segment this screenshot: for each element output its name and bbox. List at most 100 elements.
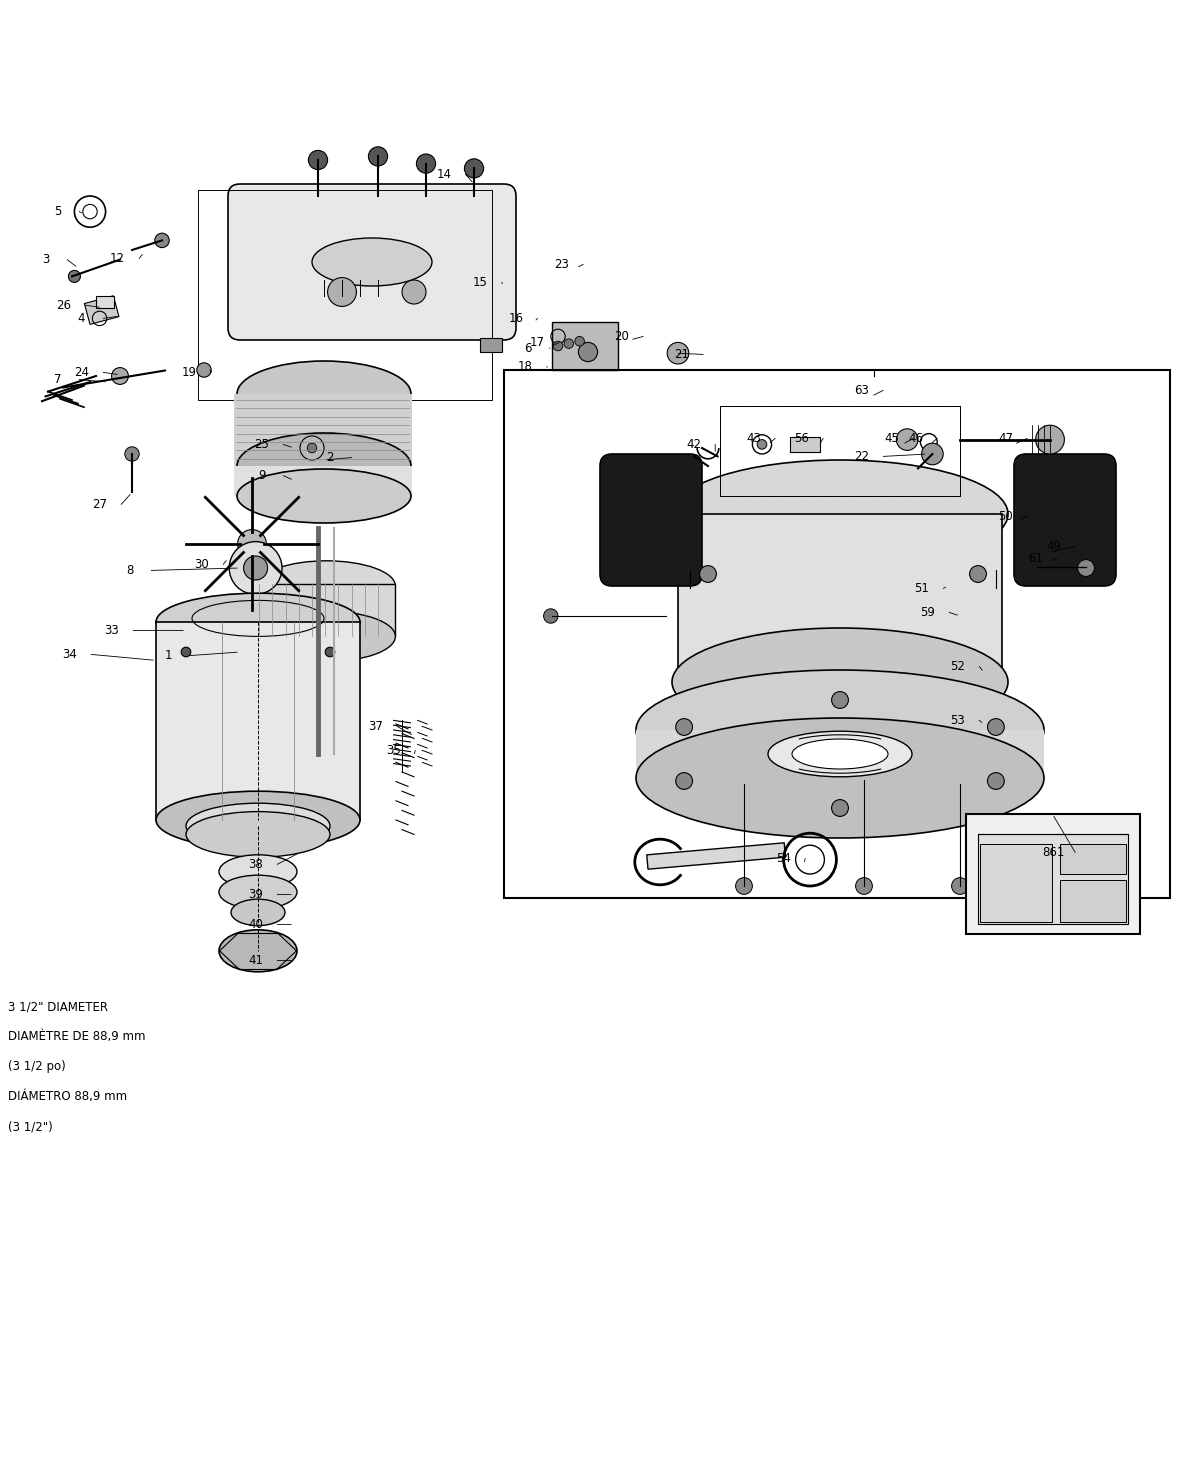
Circle shape [328, 277, 356, 307]
Text: 41: 41 [248, 953, 263, 967]
Circle shape [832, 800, 848, 816]
Circle shape [229, 542, 282, 594]
Text: 42: 42 [686, 438, 701, 451]
Circle shape [578, 343, 598, 362]
Text: 39: 39 [248, 888, 263, 901]
Circle shape [181, 647, 191, 657]
Ellipse shape [186, 812, 330, 857]
Circle shape [125, 447, 139, 461]
Bar [234, 466, 412, 496]
Bar [96, 295, 114, 308]
Text: 34: 34 [62, 648, 77, 661]
Bar [234, 394, 412, 466]
Bar [1060, 880, 1126, 923]
Text: 47: 47 [998, 432, 1013, 445]
Ellipse shape [238, 361, 410, 426]
Circle shape [896, 429, 918, 450]
Text: 33: 33 [104, 623, 119, 637]
Ellipse shape [238, 469, 410, 523]
Circle shape [307, 444, 317, 453]
Text: 56: 56 [794, 432, 809, 445]
Text: 54: 54 [776, 851, 791, 864]
Circle shape [676, 718, 692, 736]
Circle shape [736, 877, 752, 895]
Circle shape [1036, 425, 1064, 454]
Circle shape [300, 437, 324, 460]
Text: 61: 61 [1028, 552, 1043, 565]
Circle shape [757, 439, 767, 450]
Bar [1060, 844, 1126, 875]
Text: 3 1/2" DIAMETER: 3 1/2" DIAMETER [8, 1000, 108, 1013]
Text: 46: 46 [908, 432, 923, 445]
Bar [636, 730, 1044, 778]
Bar [678, 514, 1002, 682]
Text: 9: 9 [258, 469, 265, 482]
Bar [480, 337, 502, 352]
Circle shape [988, 772, 1004, 790]
Text: 1: 1 [164, 650, 172, 661]
Text: 3: 3 [42, 253, 49, 266]
Bar [966, 815, 1140, 934]
Ellipse shape [768, 731, 912, 777]
Text: 63: 63 [854, 384, 869, 397]
Circle shape [544, 609, 558, 623]
Bar [156, 622, 360, 821]
Circle shape [112, 368, 128, 384]
Circle shape [832, 692, 848, 708]
Text: 6: 6 [524, 342, 532, 355]
Text: 16: 16 [509, 312, 523, 326]
Circle shape [952, 877, 968, 895]
Circle shape [970, 565, 986, 583]
Circle shape [922, 444, 943, 464]
Text: 12: 12 [110, 253, 125, 264]
Bar [980, 844, 1052, 923]
Text: 7: 7 [54, 374, 61, 385]
Text: 51: 51 [914, 583, 929, 594]
FancyBboxPatch shape [228, 184, 516, 340]
Bar [504, 369, 1170, 898]
Text: 25: 25 [254, 438, 269, 451]
Text: 27: 27 [92, 498, 107, 511]
Text: DIÁMETRO 88,9 mm: DIÁMETRO 88,9 mm [8, 1091, 127, 1102]
Text: 59: 59 [920, 606, 935, 619]
Circle shape [308, 150, 328, 169]
Text: 40: 40 [248, 918, 263, 931]
Ellipse shape [792, 739, 888, 769]
Bar [84, 296, 119, 324]
Circle shape [856, 877, 872, 895]
Bar [720, 406, 960, 496]
Text: 20: 20 [614, 330, 629, 343]
Text: (3 1/2 po): (3 1/2 po) [8, 1060, 66, 1073]
Circle shape [564, 339, 574, 349]
Bar [978, 835, 1128, 924]
Circle shape [325, 647, 335, 657]
Ellipse shape [220, 930, 298, 972]
Text: 5: 5 [54, 204, 61, 218]
Circle shape [676, 772, 692, 790]
Bar [790, 437, 820, 451]
Text: 49: 49 [1046, 540, 1061, 553]
Circle shape [368, 147, 388, 166]
Ellipse shape [220, 854, 298, 888]
Bar [647, 842, 786, 869]
Text: 50: 50 [998, 510, 1013, 523]
Circle shape [155, 234, 169, 248]
Text: 22: 22 [854, 450, 869, 463]
Circle shape [700, 565, 716, 583]
Circle shape [553, 342, 563, 350]
Text: 15: 15 [473, 276, 487, 289]
Ellipse shape [220, 875, 298, 908]
Ellipse shape [156, 593, 360, 651]
Text: 53: 53 [950, 714, 965, 727]
Ellipse shape [636, 670, 1044, 790]
Circle shape [402, 280, 426, 304]
Text: 8: 8 [126, 564, 133, 577]
Text: 17: 17 [530, 336, 545, 349]
Circle shape [238, 530, 266, 558]
Text: 14: 14 [437, 168, 451, 181]
Ellipse shape [186, 803, 330, 848]
Text: 861: 861 [1043, 845, 1064, 858]
Circle shape [197, 362, 211, 377]
Bar [552, 323, 618, 369]
Text: 18: 18 [518, 361, 533, 372]
